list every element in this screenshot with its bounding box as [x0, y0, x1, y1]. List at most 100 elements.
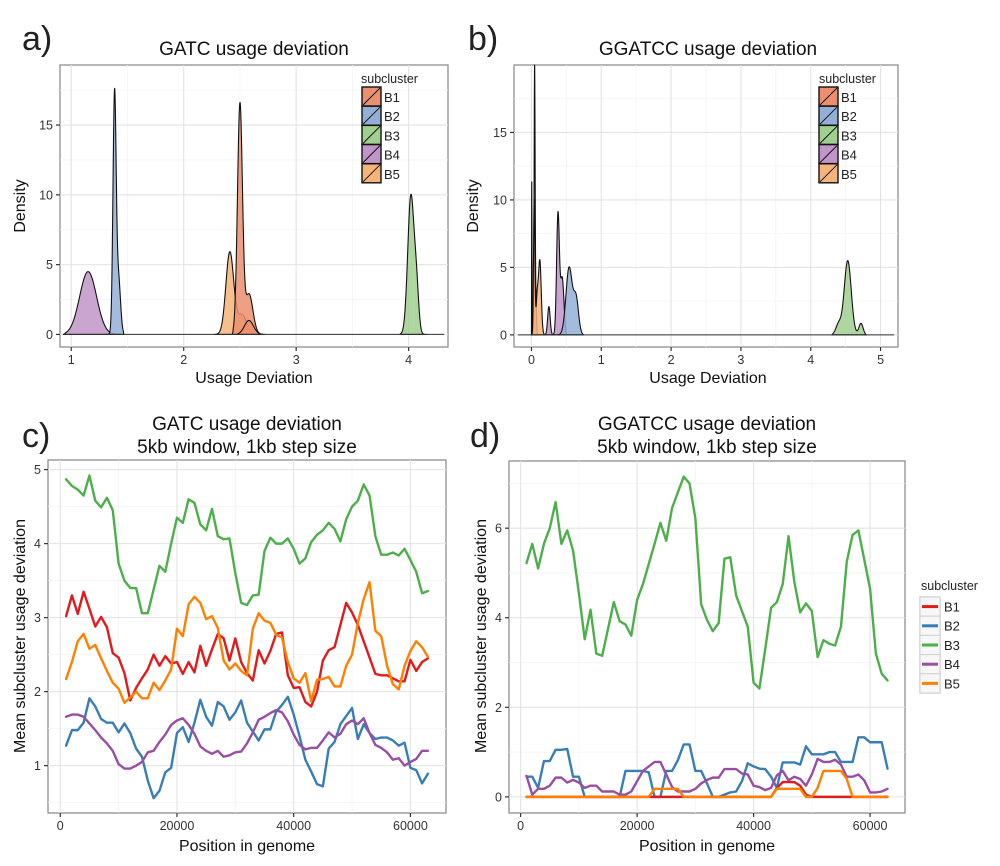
- panel-a-title: GATC usage deviation: [159, 39, 349, 60]
- panel-b-legend-label: B4: [841, 148, 857, 163]
- panel-b-density-b3: [831, 260, 868, 336]
- panel-a-legend-label: B2: [384, 109, 400, 124]
- panel-c-plot-area: [47, 459, 447, 814]
- panel-d-xlabel: Position in genome: [639, 838, 775, 855]
- panel-b-y-tick-label: 5: [500, 261, 507, 275]
- panel-a-ylabel: Density: [12, 179, 29, 232]
- panel-b-xlabel: Usage Deviation: [649, 370, 766, 387]
- panel-b-legend-label: B3: [841, 128, 857, 143]
- panel-b: b) GGATCC usage deviation 0 1 2 3 4 5 0 5 10 15 U…: [465, 20, 899, 387]
- panel-b-legend-key-slash: [819, 145, 838, 163]
- panel-d-legend-label: B2: [944, 619, 960, 634]
- panel-a-legend-key-slash: [362, 164, 381, 183]
- panel-b-density-b4: [543, 210, 567, 336]
- panel-b-x-tick-label: 4: [807, 353, 814, 367]
- panel-a-x-tick-label: 2: [180, 353, 187, 367]
- panel-a-x-tick-label: 3: [293, 353, 300, 367]
- panel-a-y-tick-label: 15: [39, 119, 53, 133]
- panel-a-legend-label: B1: [384, 90, 400, 105]
- panel-d-ylabel: Mean subcluster usage deviation: [473, 519, 490, 753]
- panel-d-x-tick-label: 40000: [736, 819, 771, 833]
- panel-b-ylabel: Density: [465, 179, 482, 232]
- panel-b-density-b5: [530, 198, 546, 336]
- panel-b-legend-key-slash: [819, 106, 838, 125]
- panel-b-legend-title: subcluster: [819, 72, 876, 86]
- panel-c-ylabel: Mean subcluster usage deviation: [12, 519, 29, 753]
- panel-a-axes: 1 2 3 4 0 5 10 15: [39, 119, 412, 367]
- panel-b-legend-key-slash: [819, 164, 838, 183]
- panel-d-subtitle: 5kb window, 1kb step size: [597, 437, 817, 458]
- panel-c-y-tick-label: 5: [34, 463, 41, 477]
- panel-a-legend-key-slash: [362, 87, 381, 106]
- panel-b-axes: 0 1 2 3 4 5 0 5 10 15: [493, 126, 884, 367]
- panel-c-x-tick-label: 0: [57, 819, 64, 833]
- panel-a-plot-area: [59, 64, 449, 348]
- panel-b-x-tick-label: 2: [668, 353, 675, 367]
- panel-c-axes: 0 20000 40000 60000 1 2 3 4 5: [34, 463, 428, 833]
- panel-a-legend-title: subcluster: [361, 72, 418, 86]
- panel-a-legend-label: B5: [384, 167, 400, 182]
- panel-a-xlabel: Usage Deviation: [195, 370, 312, 387]
- panel-b-legend-label: B1: [841, 90, 857, 105]
- panel-a-density-b3: [399, 193, 428, 335]
- panel-b-density-areas: [517, 64, 895, 336]
- panel-d-x-tick-label: 0: [517, 819, 524, 833]
- panel-a-density-b1: [231, 101, 263, 335]
- panel-d-y-tick-label: 2: [495, 701, 502, 715]
- panel-a-letter: a): [22, 20, 52, 58]
- panel-d-y-tick-label: 0: [495, 790, 502, 804]
- panel-d-axes: 0 20000 40000 60000 0 2 4 6: [495, 522, 887, 833]
- panel-a-x-tick-label: 4: [405, 353, 412, 367]
- panel-c: c) GATC usage deviation 5kb window, 1kb …: [12, 414, 447, 855]
- panel-a-x-tick-label: 1: [68, 353, 75, 367]
- panel-b-y-tick-label: 0: [500, 328, 507, 342]
- panel-c-y-tick-label: 2: [34, 685, 41, 699]
- panel-b-legend-key-slash: [819, 87, 838, 106]
- panel-d-legend-title: subcluster: [921, 579, 978, 593]
- panel-d-legend-label: B4: [944, 657, 960, 672]
- panel-c-y-tick-label: 1: [34, 759, 41, 773]
- panel-d-lines: [525, 475, 889, 799]
- panel-a-density-b1b: [236, 319, 266, 335]
- panel-a-legend-key-slash: [362, 106, 381, 125]
- panel-c-xlabel: Position in genome: [179, 838, 315, 855]
- panel-c-x-tick-label: 60000: [393, 819, 428, 833]
- panel-c-x-tick-label: 40000: [276, 819, 311, 833]
- panel-d-y-tick-label: 4: [495, 611, 502, 625]
- panel-a-y-tick-label: 5: [46, 258, 53, 272]
- panel-d: d) GGATCC usage deviation 5kb window, 1k…: [470, 414, 978, 855]
- panel-d-line-b4: [525, 757, 889, 796]
- panel-b-x-tick-label: 0: [528, 353, 535, 367]
- panel-b-y-tick-label: 10: [493, 193, 507, 207]
- panel-a-legend-label: B3: [384, 128, 400, 143]
- panel-c-lines: [64, 474, 430, 800]
- panel-b-x-tick-label: 5: [877, 353, 884, 367]
- panel-d-legend: subcluster B1 B2 B3 B4 B5: [919, 579, 978, 694]
- panel-b-y-tick-label: 15: [493, 126, 507, 140]
- panel-a-legend-key-slash: [362, 145, 381, 163]
- panel-a-y-tick-label: 0: [46, 328, 53, 342]
- panel-a: a) GATC usage deviation 1 2 3 4 0 5 10 15 Usage…: [12, 20, 449, 387]
- panel-b-legend-label: B5: [841, 167, 857, 182]
- panel-a-gridlines: [60, 65, 448, 347]
- panel-d-letter: d): [470, 417, 500, 455]
- panel-c-letter: c): [22, 417, 50, 455]
- panel-c-y-tick-label: 4: [34, 537, 41, 551]
- panel-b-legend-key-slash: [819, 126, 838, 144]
- panel-d-y-tick-label: 6: [495, 522, 502, 536]
- panel-b-density-b2: [556, 266, 585, 336]
- panel-b-x-tick-label: 3: [737, 353, 744, 367]
- panel-d-legend-label: B3: [944, 638, 960, 653]
- panel-c-line-b3: [64, 474, 430, 615]
- panel-b-legend-label: B2: [841, 109, 857, 124]
- panel-d-title: GGATCC usage deviation: [598, 414, 816, 435]
- panel-b-legend: subcluster B1 B2 B3 B4 B5: [818, 72, 876, 184]
- panel-c-subtitle: 5kb window, 1kb step size: [137, 437, 357, 458]
- panel-d-legend-label: B5: [944, 676, 960, 691]
- panel-b-title: GGATCC usage deviation: [599, 39, 817, 60]
- panel-c-line-b5: [64, 580, 430, 704]
- panel-c-title: GATC usage deviation: [152, 414, 342, 435]
- panel-d-x-tick-label: 60000: [853, 819, 888, 833]
- panel-a-y-tick-label: 10: [39, 188, 53, 202]
